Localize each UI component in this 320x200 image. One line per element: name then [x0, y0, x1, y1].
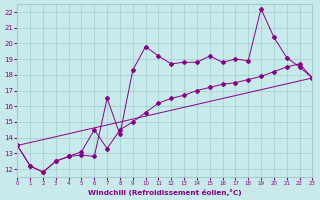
X-axis label: Windchill (Refroidissement éolien,°C): Windchill (Refroidissement éolien,°C)	[88, 189, 242, 196]
